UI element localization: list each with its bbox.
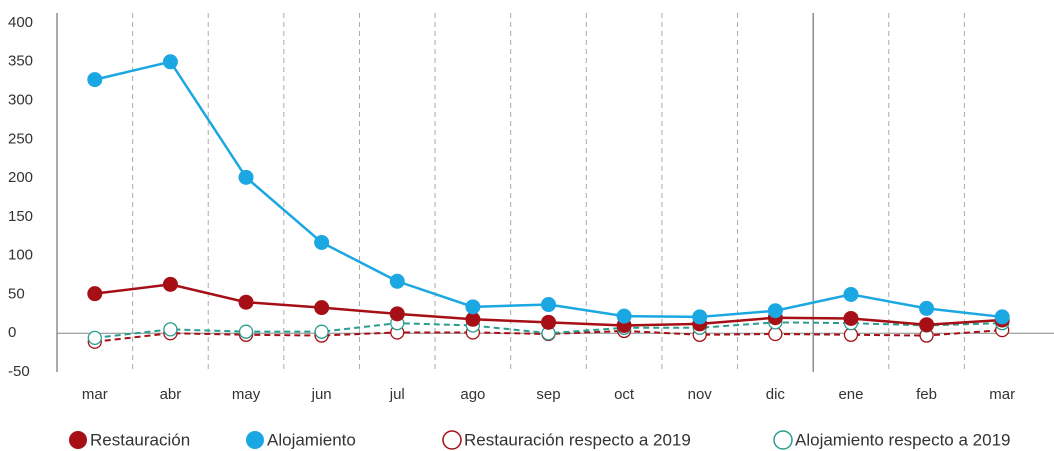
point [541, 314, 556, 330]
point [87, 72, 103, 88]
x-tick-label: jun [311, 386, 332, 403]
x-tick-label: abr [160, 386, 182, 403]
point [465, 311, 481, 327]
point [541, 297, 556, 313]
point [314, 234, 330, 250]
point [162, 54, 178, 70]
y-tick-label: 400 [8, 14, 33, 31]
legend-marker [442, 430, 462, 450]
point [616, 308, 632, 324]
x-tick-label: ago [460, 386, 485, 403]
x-tick-label: sep [536, 386, 560, 403]
point [314, 324, 329, 339]
point [767, 303, 783, 319]
legend-marker [246, 431, 264, 449]
y-tick-label: 100 [8, 247, 33, 264]
y-tick-label: 150 [8, 208, 33, 225]
point [692, 309, 708, 325]
point [919, 300, 935, 316]
point [389, 306, 405, 322]
point [87, 330, 102, 346]
y-tick-label: -50 [8, 363, 30, 380]
y-tick-label: 200 [8, 169, 33, 186]
series-line [94, 60, 1003, 319]
y-tick-label: 300 [8, 92, 33, 109]
point [465, 299, 481, 315]
x-tick-label: nov [688, 386, 713, 403]
legend-marker [773, 430, 793, 450]
legend-marker [69, 431, 87, 449]
x-tick-label: dic [766, 386, 786, 403]
x-tick-label: jul [389, 386, 405, 403]
point [843, 310, 859, 326]
point [919, 317, 935, 333]
point [87, 286, 103, 302]
point [389, 273, 405, 289]
y-tick-label: 0 [8, 324, 16, 341]
point [238, 294, 254, 310]
x-tick-label: mar [82, 386, 108, 403]
y-tick-label: 350 [8, 53, 33, 70]
legend-label: Restauración respecto a 2019 [464, 430, 691, 449]
legend-label: Alojamiento [267, 430, 356, 449]
point [314, 300, 330, 316]
point [238, 169, 254, 185]
y-tick-label: 50 [8, 285, 25, 302]
point [162, 276, 178, 292]
y-tick-label: 250 [8, 130, 33, 147]
x-tick-label: ene [838, 386, 863, 403]
point [843, 286, 859, 302]
point [994, 309, 1010, 325]
x-tick-label: mar [989, 386, 1015, 403]
x-tick-label: may [232, 386, 261, 403]
legend-label: Restauración [90, 430, 190, 449]
legend-label: Alojamiento respecto a 2019 [795, 430, 1010, 449]
x-tick-label: feb [916, 386, 937, 403]
x-tick-label: oct [614, 386, 635, 403]
point [163, 322, 178, 337]
point [238, 324, 254, 339]
